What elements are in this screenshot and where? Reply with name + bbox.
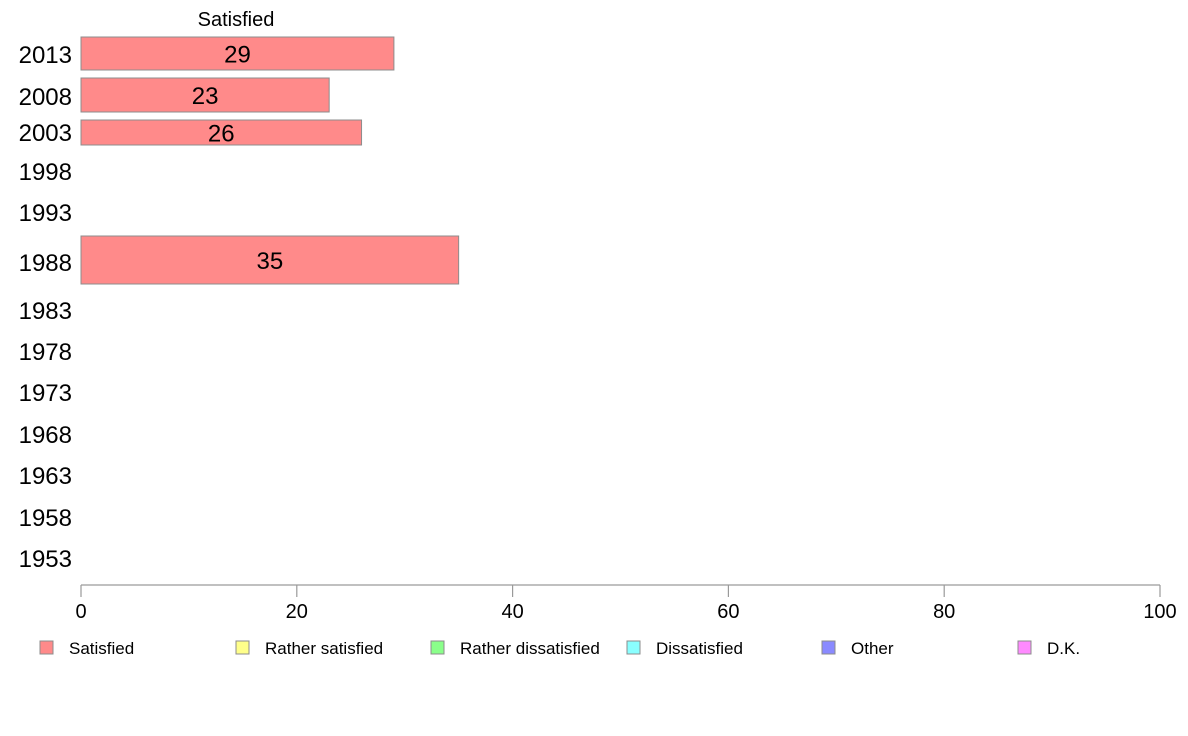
legend-swatch-2 — [430, 640, 445, 655]
legend-label-1: Rather satisfied — [265, 639, 383, 658]
bar-value-label-2003: 26 — [208, 121, 235, 148]
year-label-1973: 1973 — [19, 380, 72, 407]
bar-value-label-2013: 29 — [224, 42, 251, 69]
legend-label-2: Rather dissatisfied — [460, 639, 600, 658]
legend-label-3: Dissatisfied — [656, 639, 743, 658]
legend-swatch-0 — [39, 640, 54, 655]
bar-2003 — [80, 119, 363, 146]
x-tick-label-0: 0 — [75, 601, 86, 623]
x-tick-label-60: 60 — [717, 601, 739, 623]
bar-2008 — [80, 77, 330, 113]
year-label-1993: 1993 — [19, 200, 72, 227]
x-tick-label-80: 80 — [933, 601, 955, 623]
series-header: Satisfied — [198, 9, 275, 31]
year-labels: 2013 2008 2003 1998 1993 1988 1983 1978 1973 1968… — [19, 42, 72, 573]
legend-swatch-1 — [235, 640, 250, 655]
year-label-1953: 1953 — [19, 546, 72, 573]
year-label-2008: 2008 — [19, 84, 72, 111]
year-label-2013: 2013 — [19, 42, 72, 69]
x-tick-label-20: 20 — [286, 601, 308, 623]
year-label-1988: 1988 — [19, 250, 72, 277]
bar-value-label-1988: 35 — [256, 248, 283, 275]
legend: Satisfied Rather satisfied Rather dissatis… — [39, 639, 1080, 658]
year-label-1968: 1968 — [19, 422, 72, 449]
year-label-1998: 1998 — [19, 159, 72, 186]
legend-label-0: Satisfied — [69, 639, 134, 658]
bar-2013 — [80, 36, 395, 71]
year-label-1983: 1983 — [19, 298, 72, 325]
legend-swatch-3 — [626, 640, 641, 655]
year-label-2003: 2003 — [19, 120, 72, 147]
bar-1988 — [80, 235, 460, 285]
legend-swatch-5 — [1017, 640, 1032, 655]
year-label-1958: 1958 — [19, 505, 72, 532]
legend-label-5: D.K. — [1047, 639, 1080, 658]
x-axis: 0 20 40 60 80 100 — [75, 584, 1177, 623]
x-tick-label-100: 100 — [1143, 601, 1176, 623]
legend-label-4: Other — [851, 639, 894, 658]
bar-value-label-2008: 23 — [192, 83, 219, 110]
legend-swatch-4 — [821, 640, 836, 655]
year-label-1978: 1978 — [19, 339, 72, 366]
x-tick-label-40: 40 — [501, 601, 523, 623]
year-label-1963: 1963 — [19, 463, 72, 490]
